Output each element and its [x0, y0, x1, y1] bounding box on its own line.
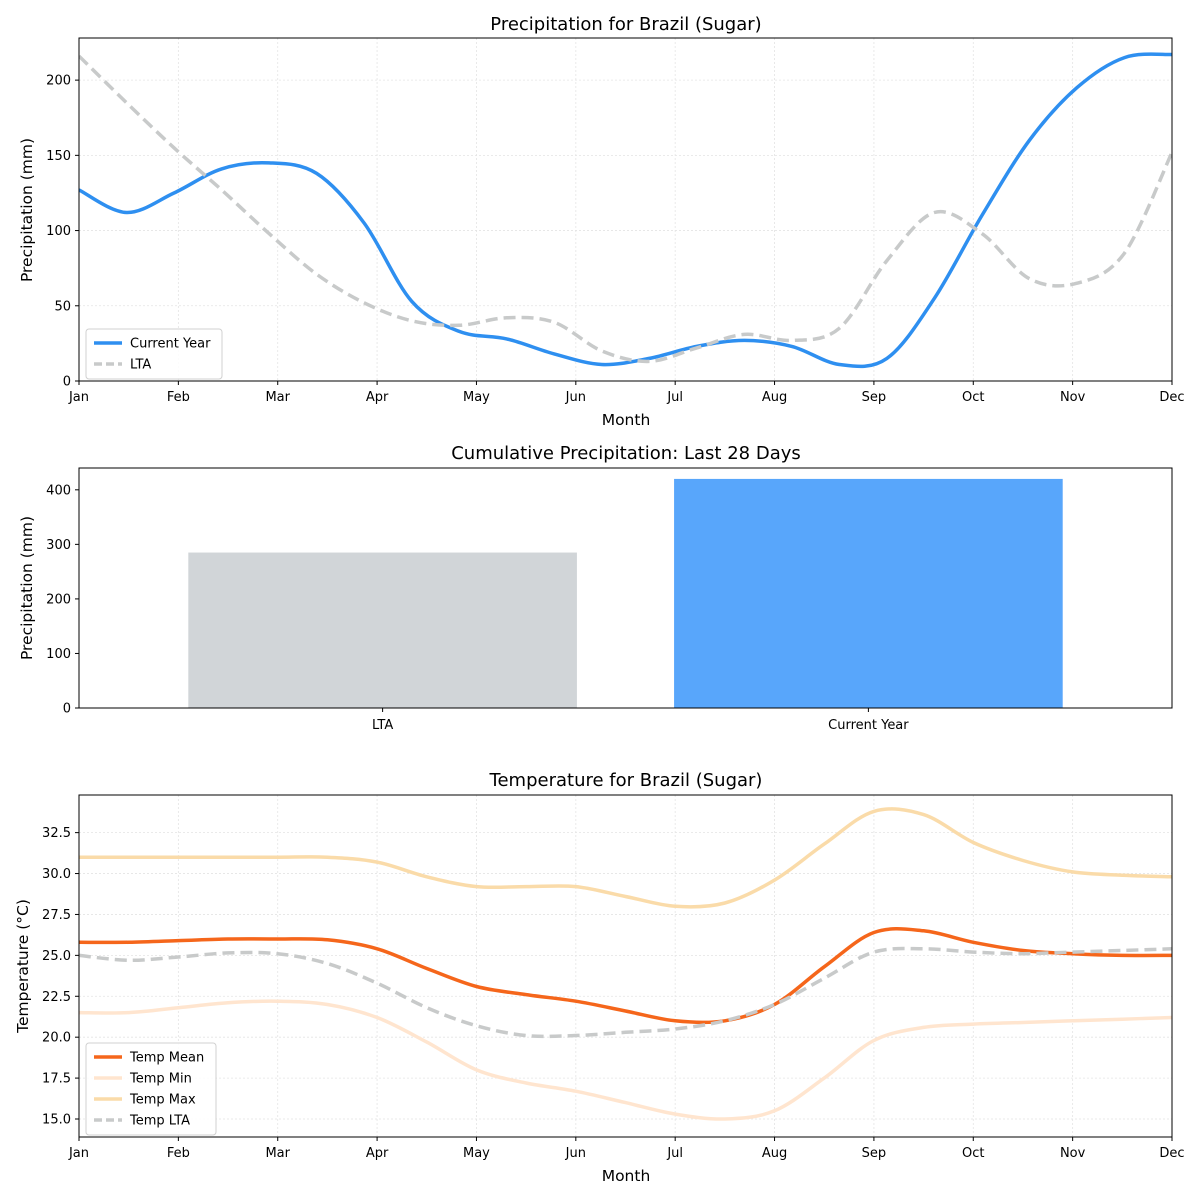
y-tick-label: 400	[46, 483, 71, 498]
bar-lta	[188, 552, 577, 708]
cumulative-bar-chart: Cumulative Precipitation: Last 28 Days P…	[18, 443, 1173, 733]
legend-label: Temp Mean	[129, 1051, 204, 1066]
y-axis-label: Temperature (°C)	[14, 899, 32, 1034]
y-tick-label: 150	[46, 149, 71, 164]
y-tick-label: 20.0	[42, 1031, 71, 1046]
y-tick-label: 32.5	[42, 826, 71, 841]
series-group	[79, 807, 1172, 1121]
x-tick-label: May	[463, 390, 490, 405]
x-tick-label: Jun	[565, 390, 586, 405]
y-tick-label: 200	[46, 74, 71, 89]
x-tick-label: Sep	[862, 1146, 887, 1161]
legend: Temp Mean Temp Min Temp Max Temp LTA	[85, 1042, 217, 1136]
legend-label: LTA	[130, 358, 151, 373]
axis-ticks: Jan Feb Mar Apr May Jun Jul Aug Sep Oct Nov Dec 15.0…	[42, 826, 1185, 1161]
x-tick-label: Jan	[68, 390, 89, 405]
series-group	[79, 52, 1172, 369]
y-tick-label: 50	[54, 299, 71, 314]
x-tick-label: Jun	[565, 1146, 586, 1161]
x-tick-label: Oct	[962, 1146, 984, 1161]
x-tick-label: Apr	[366, 1146, 389, 1161]
temperature-line-chart: Temperature for Brazil (Sugar) Month Tem…	[14, 770, 1185, 1185]
chart-title: Precipitation for Brazil (Sugar)	[490, 14, 761, 35]
x-tick-label: Jul	[666, 390, 683, 405]
plot-frame	[78, 467, 1173, 709]
axis-ticks: Jan Feb Mar Apr May Jun Jul Aug Sep Oct Nov Dec 0 50 1…	[46, 74, 1184, 405]
x-tick-label: Sep	[862, 390, 887, 405]
x-tick-label: Dec	[1159, 390, 1184, 405]
y-axis-label: Precipitation (mm)	[18, 516, 36, 660]
x-tick-label: Apr	[366, 390, 389, 405]
series-line-lta	[79, 54, 1172, 364]
x-tick-label: Feb	[167, 1146, 190, 1161]
legend-label: Current Year	[130, 337, 211, 352]
y-tick-label: 100	[46, 647, 71, 662]
plot-frame	[78, 794, 1173, 1138]
x-tick-label: Nov	[1060, 1146, 1086, 1161]
bars-group	[188, 478, 1063, 708]
x-tick-label: Mar	[265, 1146, 290, 1161]
y-tick-label: 22.5	[42, 990, 71, 1005]
y-tick-label: 25.0	[42, 949, 71, 964]
x-tick-label: Feb	[167, 390, 190, 405]
x-tick-label: Nov	[1060, 390, 1086, 405]
y-tick-label: 27.5	[42, 908, 71, 923]
x-axis-label: Month	[602, 1167, 651, 1185]
x-tick-label: Mar	[265, 390, 290, 405]
series-line-current-year	[79, 52, 1172, 369]
plot-frame	[78, 37, 1173, 382]
legend: Current Year LTA	[85, 328, 223, 380]
x-axis-label: Month	[602, 411, 651, 429]
bar-current-year	[674, 478, 1063, 708]
legend-box	[85, 1042, 217, 1136]
x-tick-label: Current Year	[828, 718, 909, 733]
x-tick-label: May	[463, 1146, 490, 1161]
precipitation-line-chart: Precipitation for Brazil (Sugar) Month P…	[18, 14, 1185, 429]
legend-label: Temp Min	[129, 1072, 192, 1087]
chart-title: Cumulative Precipitation: Last 28 Days	[451, 443, 801, 464]
y-tick-label: 0	[63, 702, 71, 717]
y-tick-label: 30.0	[42, 867, 71, 882]
x-tick-label: Aug	[762, 390, 787, 405]
series-line-temp-max	[79, 807, 1172, 909]
legend-label: Temp Max	[129, 1093, 196, 1108]
x-tick-label: Oct	[962, 390, 984, 405]
y-tick-label: 100	[46, 224, 71, 239]
grid	[78, 795, 1173, 1137]
x-tick-label: LTA	[372, 718, 393, 733]
x-tick-label: Dec	[1159, 1146, 1184, 1161]
y-tick-label: 17.5	[42, 1072, 71, 1087]
y-axis-label: Precipitation (mm)	[18, 138, 36, 282]
series-line-temp-mean	[79, 927, 1172, 1025]
y-tick-label: 15.0	[42, 1113, 71, 1128]
y-tick-label: 200	[46, 592, 71, 607]
series-line-temp-lta	[79, 946, 1172, 1039]
x-tick-label: Jan	[68, 1146, 89, 1161]
x-tick-label: Aug	[762, 1146, 787, 1161]
chart-title: Temperature for Brazil (Sugar)	[489, 770, 763, 791]
series-line-temp-min	[79, 999, 1172, 1121]
y-tick-label: 0	[63, 375, 71, 390]
y-tick-label: 300	[46, 538, 71, 553]
legend-label: Temp LTA	[129, 1114, 190, 1129]
x-tick-label: Jul	[666, 1146, 683, 1161]
axis-ticks: LTA Current Year 0 100 200 300 400	[46, 483, 909, 733]
